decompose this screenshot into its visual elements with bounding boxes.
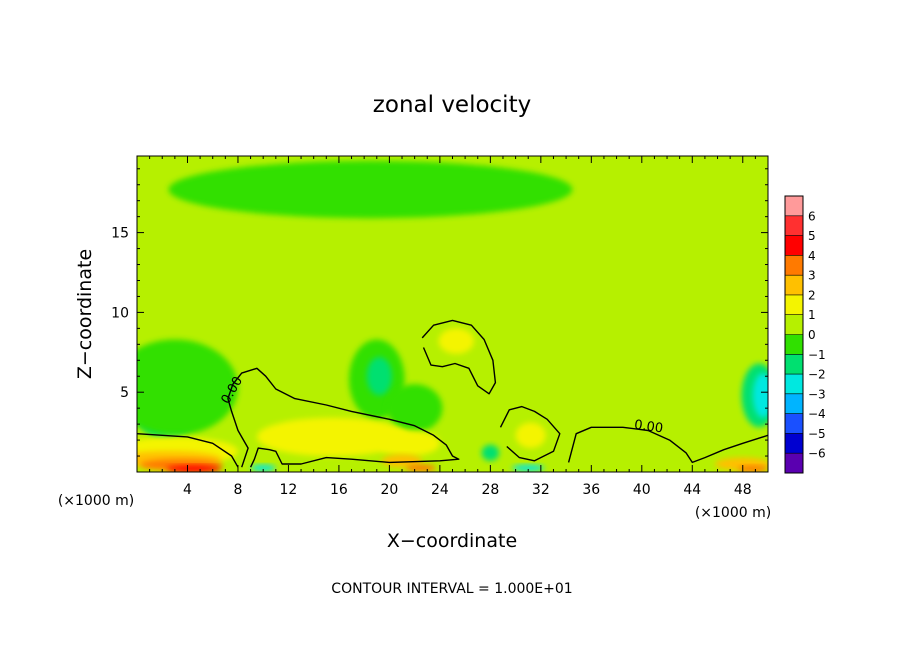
y-tick-label: 10 — [111, 305, 129, 321]
colorbar-label: −5 — [808, 427, 826, 441]
x-tick-label: 20 — [380, 482, 398, 498]
x-unit-right: (×1000 m) — [695, 505, 771, 521]
x-tick-label: 36 — [582, 482, 600, 498]
field-blob-15 — [376, 430, 440, 457]
colorbar-label: −2 — [808, 368, 826, 382]
y-tick-label: 15 — [111, 226, 129, 242]
field-blob-5 — [752, 373, 768, 418]
zero-contour-right-ridge — [567, 426, 768, 464]
contour-label-1: 0.00 — [633, 418, 664, 437]
x-tick-label: 40 — [633, 482, 651, 498]
field-blob-3 — [137, 339, 238, 436]
x-unit-left: (×1000 m) — [58, 493, 134, 509]
x-tick-label: 24 — [431, 482, 449, 498]
velocity-field — [137, 160, 768, 472]
y-tick-label: 5 — [120, 385, 129, 401]
x-tick-label: 16 — [330, 482, 348, 498]
colorbar-band-9 — [785, 374, 803, 395]
colorbar-label: −1 — [808, 348, 826, 362]
x-tick-label: 12 — [280, 482, 298, 498]
colorbar-label: −3 — [808, 387, 826, 401]
colorbar-band-4 — [785, 275, 803, 296]
colorbar-band-11 — [785, 413, 803, 434]
field-blob-14 — [256, 417, 409, 457]
x-tick-label: 8 — [233, 482, 242, 498]
colorbar-band-6 — [785, 314, 803, 335]
zero-contour-right-lower-cell — [499, 405, 561, 462]
zero-contour-mid-upper-cell — [421, 319, 497, 395]
contour-interval-note: CONTOUR INTERVAL = 1.000E+01 — [331, 581, 572, 597]
colorbar-band-13 — [785, 453, 803, 474]
field-blob-21 — [250, 464, 276, 472]
colorbar: 6 5 4 3 2 1 0 −1 −2 −3 −4 −5 −6 — [784, 195, 826, 474]
colorbar-band-2 — [785, 235, 803, 256]
field-blob-7 — [366, 357, 392, 396]
colorbar-label: 2 — [808, 288, 816, 302]
x-tick-label: 32 — [532, 482, 550, 498]
colorbar-label: 1 — [808, 308, 816, 322]
field-blob-22 — [511, 464, 545, 472]
colorbar-band-10 — [785, 393, 803, 414]
x-tick-label: 44 — [683, 482, 701, 498]
colorbar-band-5 — [785, 294, 803, 316]
colorbar-band-7 — [785, 334, 803, 355]
colorbar-band-12 — [785, 433, 803, 454]
colorbar-label: 0 — [808, 328, 816, 342]
field-blob-16 — [381, 454, 423, 468]
field-blob-8 — [386, 384, 443, 433]
y-axis-ticks: 5 10 15 — [111, 168, 768, 457]
x-tick-label: 28 — [481, 482, 499, 498]
x-tick-label: 4 — [183, 482, 192, 498]
colorbar-band-8 — [785, 354, 803, 375]
colorbar-label: 5 — [808, 229, 816, 243]
colorbar-label: 4 — [808, 249, 816, 263]
field-blob-17 — [405, 464, 436, 472]
x-axis-ticks: 4 8 12 16 20 24 28 32 36 40 44 48 — [149, 156, 756, 498]
colorbar-label: 3 — [808, 269, 816, 283]
field-blob-18 — [438, 328, 474, 354]
zero-contour-left-ridge — [227, 367, 460, 468]
y-axis-label: Z−coordinate — [74, 249, 96, 379]
field-blob-24 — [737, 465, 768, 472]
colorbar-label: 6 — [808, 209, 816, 223]
colorbar-band-3 — [785, 255, 803, 276]
zero-contours — [137, 319, 768, 468]
colorbar-label: −6 — [808, 447, 826, 461]
colorbar-label: −4 — [808, 407, 826, 421]
chart-title: zonal velocity — [373, 92, 531, 118]
field-blob-9 — [168, 160, 573, 219]
field-blob-13 — [166, 465, 222, 472]
x-axis-label: X−coordinate — [387, 530, 517, 552]
colorbar-band-1 — [785, 215, 803, 236]
colorbar-band-0 — [785, 196, 803, 217]
field-blob-19 — [515, 422, 546, 449]
field-blob-20 — [481, 444, 500, 461]
zero-contour-bottom-left — [137, 433, 239, 468]
x-tick-label: 48 — [734, 482, 752, 498]
